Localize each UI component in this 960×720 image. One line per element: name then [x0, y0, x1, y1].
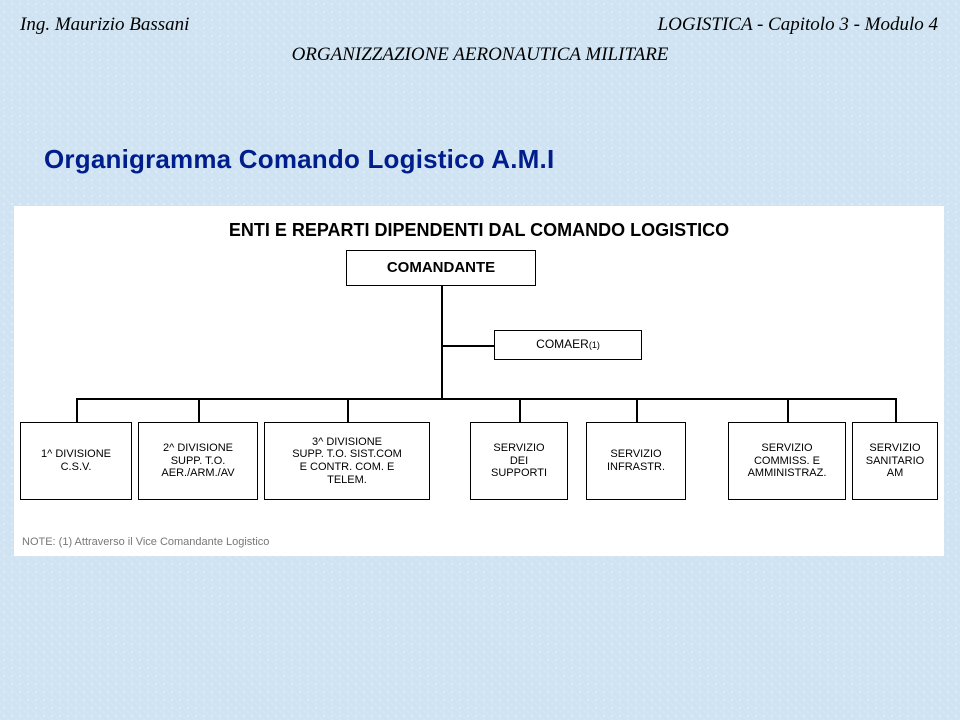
header-right: LOGISTICA - Capitolo 3 - Modulo 4 — [658, 14, 938, 36]
connector-drop-div3 — [347, 398, 349, 422]
connector-drop-svc2 — [636, 398, 638, 422]
org-box-svc1: SERVIZIODEISUPPORTI — [470, 422, 568, 500]
org-box-div2: 2^ DIVISIONESUPP. T.O.AER./ARM./AV — [138, 422, 258, 500]
connector-drop-svc3 — [787, 398, 789, 422]
org-box-svc4: SERVIZIOSANITARIOAM — [852, 422, 938, 500]
connector-drop-div2 — [198, 398, 200, 422]
org-box-comandante: COMANDANTE — [346, 250, 536, 286]
org-box-comaer: COMAER (1) — [494, 330, 642, 360]
org-box-svc2: SERVIZIOINFRASTR. — [586, 422, 686, 500]
org-box-svc3: SERVIZIOCOMMISS. EAMMINISTRAZ. — [728, 422, 846, 500]
org-box-div3: 3^ DIVISIONESUPP. T.O. SIST.COME CONTR. … — [264, 422, 430, 500]
org-chart-title: ENTI E REPARTI DIPENDENTI DAL COMANDO LO… — [14, 220, 944, 241]
connector-side — [441, 345, 494, 347]
org-chart-note: NOTE: (1) Attraverso il Vice Comandante … — [22, 536, 269, 548]
connector-trunk — [441, 286, 443, 398]
org-chart-panel: ENTI E REPARTI DIPENDENTI DAL COMANDO LO… — [14, 206, 944, 556]
header-left: Ing. Maurizio Bassani — [20, 14, 189, 36]
header-subtitle: ORGANIZZAZIONE AERONAUTICA MILITARE — [0, 44, 960, 66]
connector-drop-svc4 — [895, 398, 897, 422]
connector-drop-div1 — [76, 398, 78, 422]
org-box-div1: 1^ DIVISIONEC.S.V. — [20, 422, 132, 500]
section-title: Organigramma Comando Logistico A.M.I — [44, 144, 554, 175]
connector-drop-svc1 — [519, 398, 521, 422]
